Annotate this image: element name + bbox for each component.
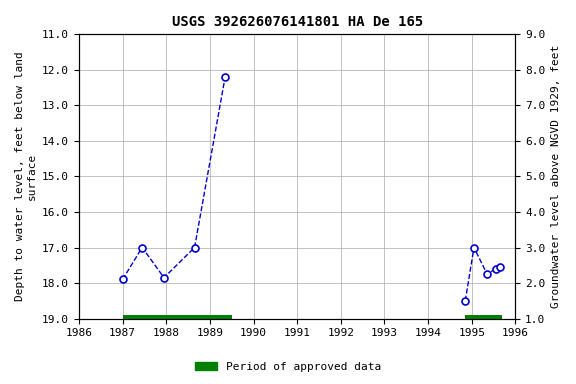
Legend: Period of approved data: Period of approved data [191, 358, 385, 377]
Title: USGS 392626076141801 HA De 165: USGS 392626076141801 HA De 165 [172, 15, 423, 29]
Y-axis label: Depth to water level, feet below land
surface: Depth to water level, feet below land su… [15, 51, 37, 301]
Y-axis label: Groundwater level above NGVD 1929, feet: Groundwater level above NGVD 1929, feet [551, 45, 561, 308]
Bar [465, 315, 502, 322]
Bar [123, 315, 232, 322]
